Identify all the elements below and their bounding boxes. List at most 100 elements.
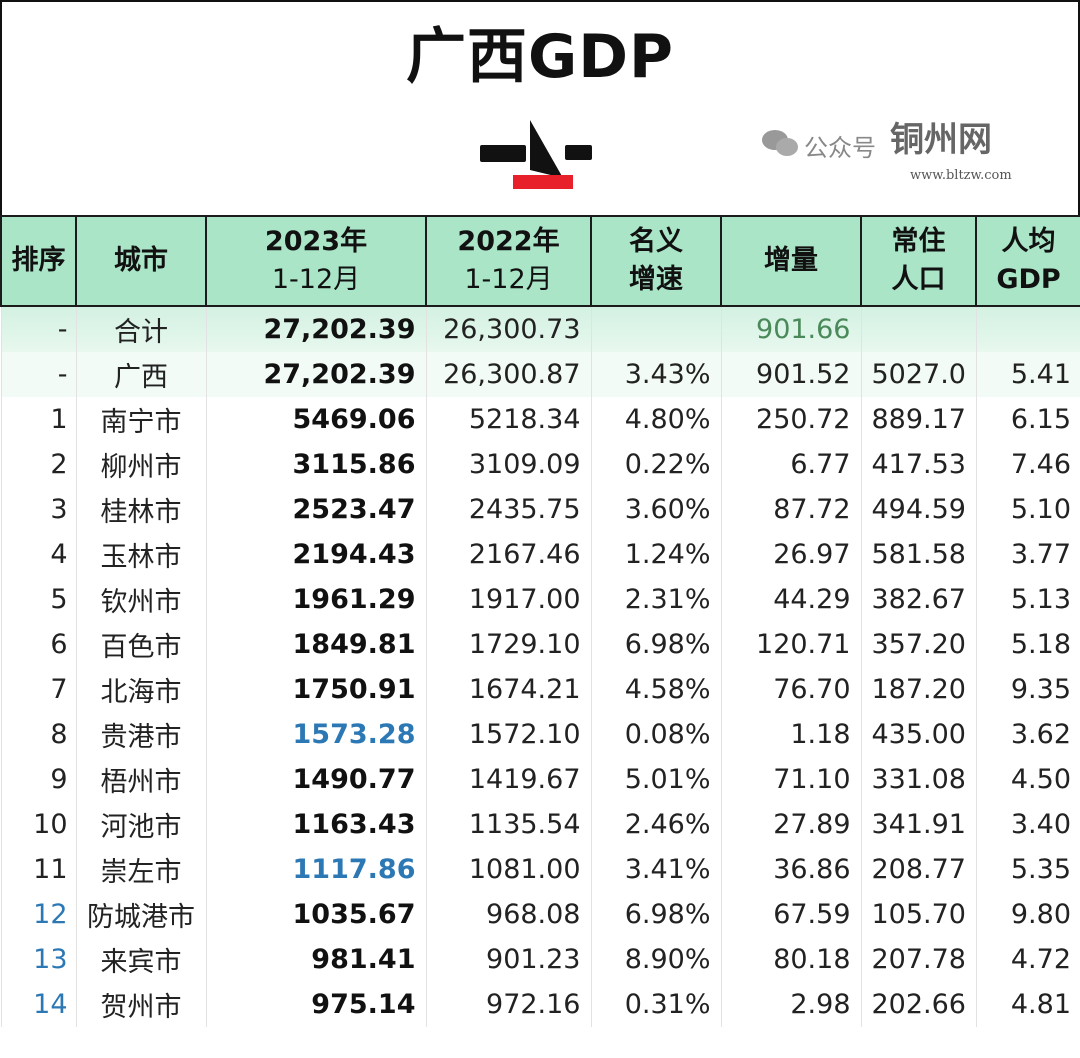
header-line2: 人口 (891, 264, 946, 295)
cell-city: 河池市 (75, 802, 206, 847)
cell-gdp2023: 1750.91 (205, 667, 426, 712)
table-row: 1 南宁市 5469.06 5218.34 4.80% 250.72 889.17 6.15 (0, 397, 1080, 442)
cell-per-capita: 7.46 (975, 442, 1080, 487)
title-frame (0, 0, 1080, 217)
header-line2: 增速 (629, 264, 683, 295)
cell-population: 202.66 (860, 982, 976, 1027)
cell-growth: 3.43% (590, 352, 721, 397)
cell-rank: 7 (0, 667, 76, 712)
cell-per-capita: 4.50 (975, 757, 1080, 802)
watermark-site: 铜州网 (890, 120, 992, 160)
cell-population (860, 306, 976, 352)
page-title: 广西GDP (405, 22, 675, 92)
cell-rank: - (0, 352, 76, 397)
cell-rank: 8 (0, 712, 76, 757)
cell-city: 南宁市 (75, 397, 206, 442)
cell-gdp2023: 1117.86 (205, 847, 426, 892)
cell-growth: 4.58% (590, 667, 721, 712)
cell-gdp2023: 1490.77 (205, 757, 426, 802)
cell-growth: 3.60% (590, 487, 721, 532)
column-header: 2023年 1-12月 (205, 215, 427, 307)
table-row: 3 桂林市 2523.47 2435.75 3.60% 87.72 494.59 5.10 (0, 487, 1080, 532)
cell-city: 北海市 (75, 667, 206, 712)
cell-gdp2023: 975.14 (205, 982, 426, 1027)
cell-gdp2023: 27,202.39 (205, 306, 426, 352)
header-line1: 增量 (764, 245, 818, 276)
column-header: 常住 人口 (860, 215, 977, 307)
cell-increase: 901.52 (720, 352, 861, 397)
table-row: 4 玉林市 2194.43 2167.46 1.24% 26.97 581.58 3.77 (0, 532, 1080, 577)
cell-gdp2022: 26,300.73 (425, 306, 591, 352)
cell-rank: 3 (0, 487, 76, 532)
cell-per-capita (975, 306, 1080, 352)
cell-rank: 4 (0, 532, 76, 577)
cell-population: 494.59 (860, 487, 976, 532)
cell-rank: - (0, 306, 76, 352)
cell-population: 357.20 (860, 622, 976, 667)
cell-gdp2023: 1035.67 (205, 892, 426, 937)
header-line1: 常住 (891, 226, 946, 257)
cell-population: 207.78 (860, 937, 976, 982)
cell-gdp2022: 1674.21 (425, 667, 591, 712)
cell-growth: 6.98% (590, 892, 721, 937)
cell-city: 防城港市 (75, 892, 206, 937)
cell-gdp2022: 972.16 (425, 982, 591, 1027)
table-row: 7 北海市 1750.91 1674.21 4.58% 76.70 187.20 9.35 (0, 667, 1080, 712)
table-row: 14 贺州市 975.14 972.16 0.31% 2.98 202.66 4.81 (0, 982, 1080, 1027)
cell-city: 桂林市 (75, 487, 206, 532)
cell-growth: 8.90% (590, 937, 721, 982)
cell-increase: 1.18 (720, 712, 861, 757)
cell-gdp2023: 2523.47 (205, 487, 426, 532)
cell-rank: 5 (0, 577, 76, 622)
cell-rank: 14 (0, 982, 76, 1027)
header-line1: 2023年 (264, 226, 368, 257)
cell-city: 百色市 (75, 622, 206, 667)
cell-increase: 2.98 (720, 982, 861, 1027)
cell-city: 玉林市 (75, 532, 206, 577)
cell-population: 331.08 (860, 757, 976, 802)
cell-gdp2022: 1729.10 (425, 622, 591, 667)
header-line2: GDP (996, 264, 1061, 295)
table-row: 6 百色市 1849.81 1729.10 6.98% 120.71 357.20 5.18 (0, 622, 1080, 667)
cell-population: 382.67 (860, 577, 976, 622)
wechat-icon (762, 130, 798, 156)
column-header: 名义 增速 (590, 215, 722, 307)
column-header: 城市 (75, 215, 207, 307)
cell-gdp2022: 901.23 (425, 937, 591, 982)
table-row: - 广西 27,202.39 26,300.87 3.43% 901.52 5027.0 5.… (0, 352, 1080, 397)
cell-increase: 250.72 (720, 397, 861, 442)
cell-population: 5027.0 (860, 352, 976, 397)
cell-rank: 9 (0, 757, 76, 802)
cell-per-capita: 5.35 (975, 847, 1080, 892)
cell-gdp2022: 1917.00 (425, 577, 591, 622)
cell-per-capita: 5.13 (975, 577, 1080, 622)
cell-growth: 0.08% (590, 712, 721, 757)
cell-per-capita: 5.10 (975, 487, 1080, 532)
cell-city: 贺州市 (75, 982, 206, 1027)
cell-gdp2023: 1573.28 (205, 712, 426, 757)
cell-population: 435.00 (860, 712, 976, 757)
cell-city: 广西 (75, 352, 206, 397)
header-line2: 1-12月 (464, 264, 553, 295)
header-line2: 1-12月 (271, 264, 361, 295)
cell-growth: 5.01% (590, 757, 721, 802)
cell-city: 贵港市 (75, 712, 206, 757)
cell-rank: 12 (0, 892, 76, 937)
column-header: 2022年 1-12月 (425, 215, 592, 307)
gdp-table: 排序 城市 2023年 1-12月 2022年 1-12月 名义 增速 增量 常住 人口 人均 GDP … (0, 215, 1080, 1027)
cell-city: 来宾市 (75, 937, 206, 982)
column-header: 人均 GDP (975, 215, 1080, 307)
cell-gdp2022: 968.08 (425, 892, 591, 937)
cell-rank: 13 (0, 937, 76, 982)
cell-population: 341.91 (860, 802, 976, 847)
cell-per-capita: 3.77 (975, 532, 1080, 577)
table-row: 5 钦州市 1961.29 1917.00 2.31% 44.29 382.67 5.13 (0, 577, 1080, 622)
cell-growth: 4.80% (590, 397, 721, 442)
header-line1: 排序 (11, 245, 66, 276)
cell-increase: 120.71 (720, 622, 861, 667)
cell-gdp2023: 2194.43 (205, 532, 426, 577)
cell-growth: 3.41% (590, 847, 721, 892)
cell-per-capita: 3.62 (975, 712, 1080, 757)
cell-city: 柳州市 (75, 442, 206, 487)
cell-per-capita: 9.80 (975, 892, 1080, 937)
